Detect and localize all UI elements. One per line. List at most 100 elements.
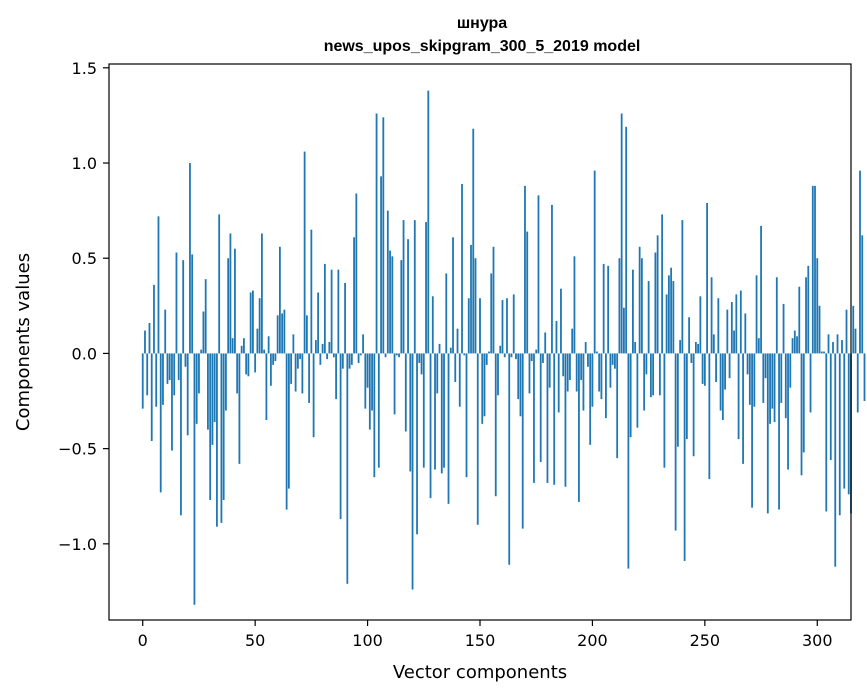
bar [825,353,828,512]
bar [252,290,254,354]
bar [281,313,284,354]
bar [213,353,216,422]
bar [346,353,349,584]
bar [506,298,508,354]
bar [793,330,796,354]
bar [229,233,232,354]
bar [202,311,205,354]
bar [762,353,765,403]
bar [600,353,603,400]
bar [778,353,780,510]
bar [515,353,517,360]
bar [339,353,342,520]
bar [598,353,601,392]
bar [180,353,182,516]
bar [683,353,686,561]
bar [373,353,376,478]
bar [427,90,430,354]
bar [425,222,427,354]
bar [290,353,293,384]
bar [566,353,569,392]
bar [490,273,493,354]
bar [474,258,477,354]
bar [207,353,209,430]
bar [537,195,540,354]
bar [640,258,643,354]
bar [431,296,434,354]
bar [303,151,306,354]
bar [429,353,432,499]
bar [422,353,425,468]
bar [317,292,320,354]
bar [413,220,416,354]
bar [789,353,792,388]
bar [418,353,421,363]
bar [737,353,740,440]
bar [757,338,760,354]
x-axis-label: Vector components [393,662,567,683]
bar [782,303,785,354]
bar [735,294,738,354]
bar [267,336,270,354]
bar [524,185,526,354]
bar [177,353,180,381]
bar [454,353,457,382]
bar [564,353,567,487]
bar [787,353,789,470]
bar [335,353,337,400]
bar [382,117,385,354]
bar [672,281,675,354]
bar [503,353,506,358]
bar [247,353,250,377]
bar [395,353,398,356]
bar [542,353,544,363]
bar [796,336,798,354]
bar [391,256,394,354]
x-tick-label: 100 [352,631,383,650]
bar [859,170,861,354]
bar [742,353,744,464]
bar [332,353,335,358]
bar [479,298,481,354]
bar [294,353,297,392]
bar [456,328,459,354]
bar [670,267,673,354]
bar [652,353,655,396]
bar [665,294,668,354]
bar [636,353,639,428]
bar [661,214,664,354]
bar [719,353,722,411]
bar [535,349,538,354]
x-tick-label: 200 [577,631,608,650]
bar [818,305,821,354]
y-tick-label: 0.0 [72,344,97,363]
bar [546,353,549,483]
bar [393,353,396,415]
bar [510,353,513,358]
bar [823,351,825,354]
bar [805,277,807,354]
bar [310,229,313,354]
bar [182,260,185,354]
bar [492,246,495,354]
bar [569,353,571,381]
bar [632,269,634,354]
bar [238,353,241,464]
bar [717,298,720,354]
bar [447,353,450,504]
bar [596,351,598,354]
bar [580,353,583,381]
bar [708,353,711,480]
bar [499,345,502,354]
bar [544,332,547,354]
bar [584,342,587,354]
bar [357,353,360,363]
bar [467,298,470,354]
bar [769,353,771,424]
bar [438,343,441,354]
bar [726,309,729,354]
bar [389,250,391,354]
bar [193,353,196,605]
bar [321,343,324,354]
bar [184,353,187,367]
